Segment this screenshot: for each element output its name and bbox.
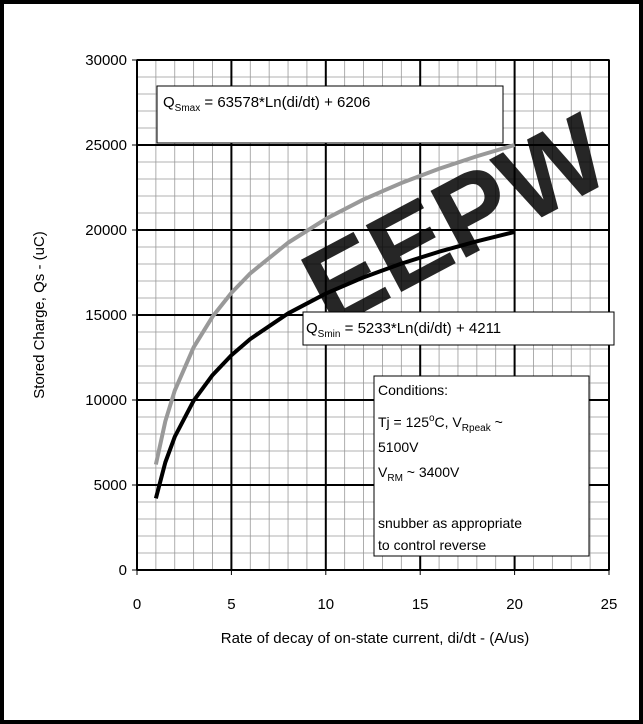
eq-sub: Smin: [318, 329, 341, 340]
cond-line: snubber as appropriate: [378, 515, 522, 531]
conditions-box: [373, 375, 590, 557]
cond-tj: Tj = 125oC, VRpeak ~: [378, 413, 503, 434]
y-tick-label: 0: [119, 562, 127, 579]
t: Rpeak: [462, 423, 492, 434]
x-tick-label: 0: [133, 596, 141, 613]
y-tick-label: 15000: [85, 307, 127, 324]
equation-box: [302, 311, 615, 346]
series-line: [153, 229, 516, 499]
series-line: [153, 143, 516, 465]
t: o: [429, 413, 435, 424]
cond-line: to control reverse: [378, 537, 486, 553]
y-tick-label: 20000: [85, 222, 127, 239]
t: C, V: [435, 414, 463, 430]
t: RM: [387, 473, 403, 484]
x-tick-label: 10: [317, 596, 334, 613]
eq-sub: Smax: [175, 103, 201, 114]
y-tick-label: 30000: [85, 52, 127, 69]
equation: QSmax = 63578*Ln(di/dt) + 6206: [163, 94, 370, 114]
eq-rest: = 63578*Ln(di/dt) + 6206: [200, 94, 370, 111]
equation-box: [156, 85, 504, 144]
cond-title: Conditions:: [378, 382, 448, 398]
eq-q: Q: [163, 94, 175, 111]
curves: [153, 143, 516, 499]
x-tick-label: 5: [227, 596, 235, 613]
cond-line: 5100V: [378, 439, 419, 455]
eq-q: Q: [306, 320, 318, 337]
eq-rest: = 5233*Ln(di/dt) + 4211: [340, 320, 501, 337]
x-tick-label: 25: [601, 596, 618, 613]
cond-vrm: VRM ~ 3400V: [378, 464, 460, 484]
x-axis-label: Rate of decay of on-state current, di/dt…: [221, 630, 529, 647]
x-tick-label: 20: [506, 596, 523, 613]
t: Tj = 125: [378, 414, 429, 430]
t: ~: [491, 414, 503, 430]
y-tick-label: 10000: [85, 392, 127, 409]
y-axis-label: Stored Charge, Qs - (uC): [31, 231, 48, 399]
y-tick-label: 25000: [85, 137, 127, 154]
conditions: Conditions: Tj = 125oC, VRpeak ~ 5100V V…: [378, 382, 522, 553]
t: V: [378, 464, 388, 480]
x-tick-label: 15: [412, 596, 429, 613]
y-tick-label: 5000: [94, 477, 127, 494]
t: ~ 3400V: [403, 464, 460, 480]
equation: QSmin = 5233*Ln(di/dt) + 4211: [306, 320, 501, 340]
